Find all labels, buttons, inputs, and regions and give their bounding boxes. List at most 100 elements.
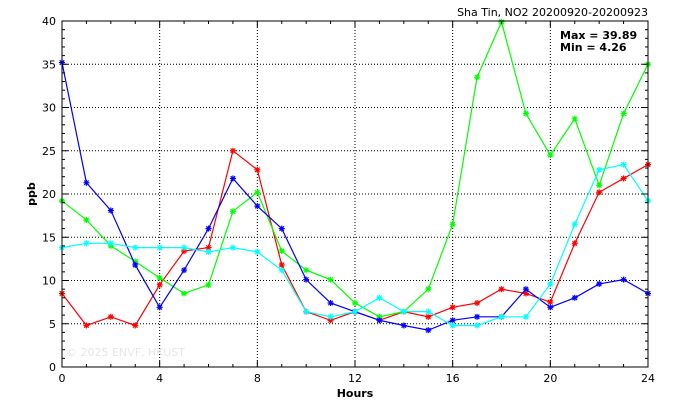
data-point-marker bbox=[107, 313, 114, 320]
data-point-marker bbox=[352, 299, 358, 306]
data-point-marker bbox=[278, 248, 285, 255]
data-point-marker bbox=[376, 294, 383, 301]
data-point-marker bbox=[327, 299, 334, 306]
y-axis-title: ppb bbox=[25, 182, 38, 206]
data-point-marker bbox=[278, 261, 285, 268]
data-point-marker bbox=[571, 115, 578, 122]
max-value-label: Max = 39.89 bbox=[560, 29, 637, 42]
data-point-marker bbox=[571, 240, 578, 247]
data-point-marker bbox=[156, 281, 163, 288]
x-tick-label: 20 bbox=[543, 372, 557, 385]
data-point-marker bbox=[425, 313, 432, 320]
x-tick-label: 16 bbox=[446, 372, 460, 385]
data-point-marker bbox=[156, 244, 163, 251]
data-point-marker bbox=[303, 267, 310, 274]
data-point-marker bbox=[449, 322, 456, 329]
x-tick-label: 12 bbox=[348, 372, 362, 385]
data-point-marker bbox=[547, 152, 554, 159]
data-point-marker bbox=[181, 267, 188, 274]
data-point-marker bbox=[400, 322, 407, 329]
x-tick-label: 0 bbox=[59, 372, 66, 385]
data-point-marker bbox=[474, 74, 481, 81]
y-tick-label: 35 bbox=[42, 58, 56, 71]
data-point-marker bbox=[449, 317, 456, 324]
data-point-marker bbox=[132, 244, 139, 251]
data-point-marker bbox=[449, 221, 456, 228]
data-point-marker bbox=[132, 322, 139, 329]
data-point-marker bbox=[474, 299, 481, 306]
y-tick-labels: 0 5 10 15 20 25 30 35 40 bbox=[42, 15, 56, 374]
data-point-marker bbox=[229, 147, 236, 154]
data-point-marker bbox=[156, 274, 163, 281]
data-point-marker bbox=[620, 161, 627, 168]
y-tick-label: 20 bbox=[42, 188, 56, 201]
series-3 bbox=[59, 59, 651, 334]
x-tick-label: 8 bbox=[254, 372, 261, 385]
data-point-marker bbox=[83, 216, 90, 223]
data-point-marker bbox=[571, 294, 578, 301]
data-point-marker bbox=[83, 322, 90, 329]
data-point-marker bbox=[327, 276, 334, 283]
min-value-label: Min = 4.26 bbox=[560, 41, 627, 54]
data-point-marker bbox=[474, 322, 481, 329]
data-point-marker bbox=[278, 225, 285, 232]
data-point-marker bbox=[254, 248, 261, 255]
data-point-marker bbox=[547, 299, 554, 306]
data-point-marker bbox=[303, 308, 310, 315]
data-point-marker bbox=[181, 244, 188, 251]
data-point-marker bbox=[229, 208, 236, 215]
data-point-marker bbox=[620, 175, 627, 182]
data-point-marker bbox=[83, 179, 90, 186]
data-point-marker bbox=[522, 290, 529, 297]
data-point-marker bbox=[107, 207, 114, 214]
data-point-marker bbox=[205, 281, 212, 288]
y-tick-label: 40 bbox=[42, 15, 56, 28]
data-point-marker bbox=[303, 276, 310, 283]
data-point-marker bbox=[425, 286, 432, 293]
data-point-marker bbox=[522, 110, 529, 117]
x-tick-label: 24 bbox=[641, 372, 655, 385]
data-point-marker bbox=[425, 327, 432, 334]
data-point-marker bbox=[498, 313, 505, 320]
data-point-marker bbox=[571, 221, 578, 228]
data-point-marker bbox=[596, 280, 603, 287]
y-tick-label: 25 bbox=[42, 145, 56, 158]
x-tick-labels: 0 4 8 12 16 20 24 bbox=[59, 372, 656, 385]
data-point-marker bbox=[620, 110, 627, 117]
watermark: © 2025 ENVF, HKUST bbox=[66, 346, 185, 359]
data-point-marker bbox=[376, 317, 383, 324]
y-tick-label: 15 bbox=[42, 231, 56, 244]
data-point-marker bbox=[327, 313, 334, 320]
data-point-marker bbox=[474, 313, 481, 320]
data-point-marker bbox=[596, 182, 603, 189]
data-point-marker bbox=[400, 308, 407, 315]
data-point-marker bbox=[254, 166, 261, 173]
x-tick-label: 4 bbox=[156, 372, 163, 385]
data-point-marker bbox=[181, 290, 188, 297]
data-point-marker bbox=[596, 189, 603, 196]
series-4 bbox=[59, 161, 651, 329]
grid bbox=[62, 21, 648, 367]
data-point-marker bbox=[254, 189, 261, 196]
data-point-marker bbox=[547, 304, 554, 311]
data-point-marker bbox=[352, 308, 358, 315]
y-tick-label: 5 bbox=[49, 318, 56, 331]
data-point-marker bbox=[205, 225, 212, 232]
series-line bbox=[61, 149, 649, 327]
data-point-marker bbox=[83, 240, 90, 247]
data-point-marker bbox=[107, 240, 114, 247]
data-point-marker bbox=[229, 244, 236, 251]
data-point-marker bbox=[425, 308, 432, 315]
data-point-marker bbox=[596, 166, 603, 173]
y-tick-label: 10 bbox=[42, 275, 56, 288]
data-point-marker bbox=[205, 248, 212, 255]
data-point-marker bbox=[498, 286, 505, 293]
data-point-marker bbox=[229, 175, 236, 182]
data-point-marker bbox=[522, 286, 529, 293]
data-point-marker bbox=[449, 304, 456, 311]
y-tick-label: 30 bbox=[42, 102, 56, 115]
data-point-marker bbox=[278, 267, 285, 274]
data-point-marker bbox=[156, 304, 163, 311]
data-point-marker bbox=[132, 261, 139, 268]
